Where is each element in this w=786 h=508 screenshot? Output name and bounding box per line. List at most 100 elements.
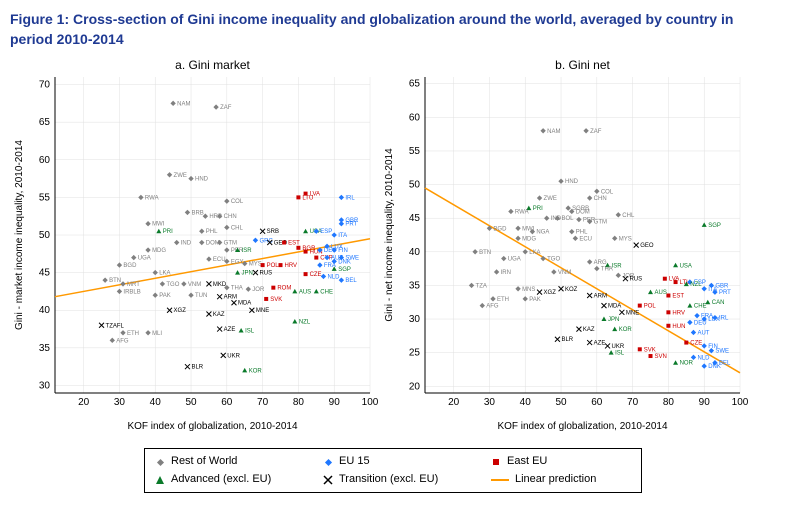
svg-text:THA: THA: [231, 286, 243, 292]
svg-text:60: 60: [39, 155, 51, 166]
svg-text:COL: COL: [231, 199, 244, 205]
svg-text:IRBLB: IRBLB: [123, 290, 140, 296]
chart-gini-market: NAMZAFZWEHNDLVARWACOLLTUIRLGBRBRBHRBCHNP…: [10, 55, 380, 440]
svg-text:BTN: BTN: [479, 250, 491, 256]
legend-item-eu15: EU 15: [323, 453, 463, 471]
svg-text:NZL: NZL: [690, 282, 702, 288]
svg-text:GTM: GTM: [224, 241, 237, 247]
svg-text:CHL: CHL: [231, 226, 244, 232]
svg-text:20: 20: [448, 397, 460, 408]
svg-text:AFG: AFG: [116, 339, 129, 345]
svg-text:SGP: SGP: [708, 223, 721, 229]
svg-text:MLI: MLI: [152, 331, 162, 337]
svg-text:POL: POL: [644, 304, 657, 310]
svg-text:80: 80: [663, 397, 675, 408]
svg-text:GTM: GTM: [594, 220, 607, 226]
svg-text:BOL: BOL: [561, 216, 574, 222]
legend-item-easteu: East EU: [491, 453, 631, 471]
svg-text:NAM: NAM: [547, 129, 560, 135]
svg-text:b. Gini net: b. Gini net: [555, 58, 610, 72]
svg-text:BGD: BGD: [493, 226, 507, 232]
svg-text:100: 100: [362, 397, 379, 408]
svg-text:FIN: FIN: [338, 248, 348, 254]
svg-text:BGD: BGD: [123, 263, 137, 269]
svg-text:50: 50: [39, 230, 51, 241]
svg-text:100: 100: [732, 397, 749, 408]
svg-text:NLD: NLD: [697, 356, 710, 362]
svg-text:COL: COL: [601, 189, 614, 195]
svg-text:JPN: JPN: [608, 317, 619, 323]
svg-text:MYS: MYS: [619, 237, 632, 243]
svg-text:SVK: SVK: [270, 297, 282, 303]
svg-text:JOR: JOR: [252, 287, 265, 293]
svg-text:JPN: JPN: [242, 271, 253, 277]
svg-text:45: 45: [409, 213, 421, 224]
svg-text:HRV: HRV: [672, 311, 685, 317]
svg-text:LUX: LUX: [708, 317, 720, 323]
svg-text:45: 45: [39, 268, 51, 279]
svg-text:UGA: UGA: [508, 257, 521, 263]
svg-text:CHL: CHL: [622, 213, 635, 219]
svg-text:MNE: MNE: [256, 308, 269, 314]
svg-text:LKA: LKA: [159, 271, 170, 277]
svg-text:MWI: MWI: [152, 222, 165, 228]
svg-text:NAM: NAM: [177, 102, 190, 108]
svg-text:ITA: ITA: [338, 233, 347, 239]
svg-text:BRB: BRB: [191, 211, 203, 217]
svg-text:ISR: ISR: [242, 248, 253, 254]
svg-text:70: 70: [39, 80, 51, 91]
svg-text:PRT: PRT: [345, 222, 357, 228]
svg-text:DOM: DOM: [206, 241, 220, 247]
svg-text:SWE: SWE: [715, 349, 729, 355]
svg-text:TGO: TGO: [166, 282, 179, 288]
svg-text:AUS: AUS: [655, 290, 667, 296]
svg-text:NZL: NZL: [299, 320, 311, 326]
svg-text:60: 60: [409, 113, 421, 124]
svg-text:AUS: AUS: [299, 290, 311, 296]
svg-text:GBR: GBR: [715, 284, 729, 290]
svg-text:USA: USA: [680, 263, 692, 269]
svg-text:AZE: AZE: [594, 341, 606, 347]
svg-text:CHN: CHN: [594, 196, 607, 202]
svg-text:POL: POL: [267, 263, 280, 269]
svg-text:BLR: BLR: [561, 337, 573, 343]
svg-text:ARM: ARM: [594, 294, 607, 300]
svg-text:RWA: RWA: [515, 210, 529, 216]
svg-text:PAK: PAK: [529, 297, 541, 303]
svg-text:MDG: MDG: [152, 248, 166, 254]
svg-text:70: 70: [257, 397, 269, 408]
svg-text:KAZ: KAZ: [213, 312, 225, 318]
legend-item-adv: Advanced (excl. EU): [155, 471, 295, 489]
svg-text:SVN: SVN: [655, 354, 667, 360]
svg-text:HND: HND: [195, 177, 209, 183]
svg-text:IRL: IRL: [345, 196, 355, 202]
svg-text:90: 90: [329, 397, 341, 408]
svg-text:MYS: MYS: [249, 262, 262, 268]
svg-text:HRV: HRV: [285, 263, 298, 269]
svg-text:TZAFL: TZAFL: [106, 323, 125, 329]
svg-text:40: 40: [409, 247, 421, 258]
svg-text:40: 40: [39, 305, 51, 316]
svg-text:HUN: HUN: [672, 324, 685, 330]
svg-text:35: 35: [39, 343, 51, 354]
svg-text:RUS: RUS: [259, 271, 272, 277]
svg-text:20: 20: [78, 397, 90, 408]
svg-text:ROM: ROM: [277, 286, 291, 292]
svg-text:30: 30: [484, 397, 496, 408]
svg-text:AUT: AUT: [697, 331, 709, 337]
svg-text:VNM: VNM: [188, 282, 201, 288]
svg-text:SRB: SRB: [267, 229, 279, 235]
svg-text:90: 90: [699, 397, 711, 408]
svg-text:THA: THA: [601, 267, 613, 273]
svg-text:Gini - market income inequalit: Gini - market income inequality, 2010-20…: [14, 140, 25, 330]
svg-text:NGA: NGA: [536, 230, 549, 236]
legend: Rest of World EU 15 East EU Advanced (ex…: [144, 448, 642, 493]
legend-item-rest: Rest of World: [155, 453, 295, 471]
svg-text:CZE: CZE: [690, 341, 702, 347]
svg-text:65: 65: [409, 79, 421, 90]
svg-text:TGO: TGO: [547, 257, 560, 263]
svg-text:ISL: ISL: [245, 329, 255, 335]
svg-text:ECU: ECU: [579, 237, 592, 243]
svg-text:IRL: IRL: [719, 316, 729, 322]
figure-title: Figure 1: Cross-section of Gini income i…: [10, 10, 776, 49]
